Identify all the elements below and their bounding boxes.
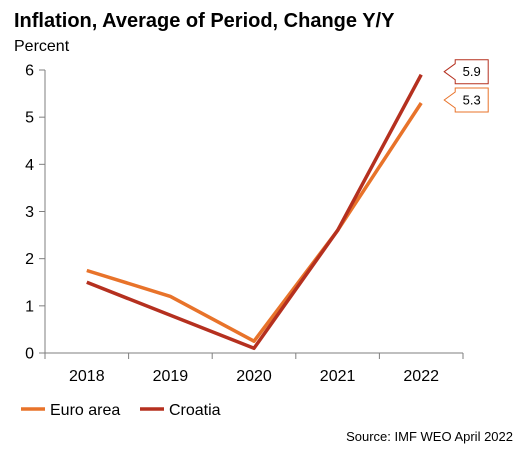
y-tick-label: 1 (25, 298, 34, 315)
source-note: Source: IMF WEO April 2022 (346, 429, 513, 444)
end-callout-box-euro-area (443, 87, 489, 113)
x-tick-label: 2018 (69, 368, 105, 385)
x-tick-label: 2019 (153, 368, 189, 385)
y-tick-label: 5 (25, 110, 34, 127)
end-callout-label-euro-area: 5.3 (463, 93, 481, 108)
end-callout-label-croatia: 5.9 (463, 64, 481, 79)
series-line-euro-area (86, 102, 423, 343)
y-tick-label: 6 (25, 63, 34, 80)
chart-title: Inflation, Average of Period, Change Y/Y (14, 10, 395, 32)
y-axis-ticks: 0 1 2 3 4 5 6 (25, 63, 45, 363)
y-tick-label: 2 (25, 251, 34, 268)
end-callout-box-croatia (443, 59, 489, 85)
legend: Euro area Croatia (21, 402, 221, 419)
legend-item-euro-area: Euro area (21, 402, 120, 419)
legend-item-croatia: Croatia (140, 402, 221, 419)
legend-label-euro-area: Euro area (50, 402, 120, 419)
y-axis-unit-label: Percent (14, 38, 70, 55)
x-tick-label: 2021 (320, 368, 356, 385)
y-tick-label: 0 (25, 346, 34, 363)
end-value-callouts: 5.3 5.9 (443, 59, 489, 113)
y-tick-label: 4 (25, 157, 34, 174)
legend-label-croatia: Croatia (169, 402, 221, 419)
series-line-croatia (86, 73, 423, 351)
series-lines (86, 73, 423, 351)
x-tick-label: 2020 (236, 368, 272, 385)
x-tick-label: 2022 (403, 368, 439, 385)
y-tick-label: 3 (25, 204, 34, 221)
x-axis-ticks: 2018 2019 2020 2021 2022 (44, 353, 464, 385)
